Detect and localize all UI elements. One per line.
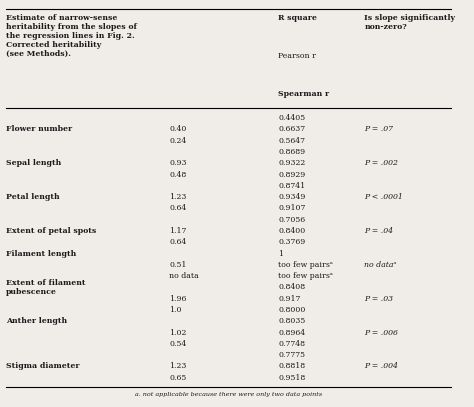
Text: 1.23: 1.23 bbox=[169, 193, 187, 201]
Text: Pearson r: Pearson r bbox=[278, 52, 316, 60]
Text: P = .04: P = .04 bbox=[365, 227, 393, 235]
Text: Is slope significantly
non-zero?: Is slope significantly non-zero? bbox=[365, 13, 456, 31]
Text: 0.7775: 0.7775 bbox=[278, 351, 305, 359]
Text: 1.96: 1.96 bbox=[169, 295, 187, 303]
Text: 0.8035: 0.8035 bbox=[278, 317, 305, 325]
Text: P = .07: P = .07 bbox=[365, 125, 393, 133]
Text: a. not applicable because there were only two data points: a. not applicable because there were onl… bbox=[135, 392, 322, 397]
Text: Petal length: Petal length bbox=[6, 193, 60, 201]
Text: no data: no data bbox=[169, 272, 199, 280]
Text: 0.7748: 0.7748 bbox=[278, 340, 305, 348]
Text: 0.8964: 0.8964 bbox=[278, 328, 305, 337]
Text: 1.0: 1.0 bbox=[169, 306, 182, 314]
Text: 0.8929: 0.8929 bbox=[278, 171, 305, 179]
Text: too few pairsᵃ: too few pairsᵃ bbox=[278, 272, 333, 280]
Text: 0.8408: 0.8408 bbox=[278, 283, 305, 291]
Text: 0.7056: 0.7056 bbox=[278, 216, 305, 224]
Text: Flower number: Flower number bbox=[6, 125, 72, 133]
Text: Anther length: Anther length bbox=[6, 317, 67, 325]
Text: 0.8400: 0.8400 bbox=[278, 227, 305, 235]
Text: 0.64: 0.64 bbox=[169, 239, 186, 246]
Text: 0.8741: 0.8741 bbox=[278, 182, 305, 190]
Text: 0.6637: 0.6637 bbox=[278, 125, 305, 133]
Text: 0.9322: 0.9322 bbox=[278, 159, 305, 167]
Text: 0.8000: 0.8000 bbox=[278, 306, 306, 314]
Text: Extent of petal spots: Extent of petal spots bbox=[6, 227, 96, 235]
Text: Extent of filament
pubescence: Extent of filament pubescence bbox=[6, 279, 85, 296]
Text: 1.17: 1.17 bbox=[169, 227, 187, 235]
Text: P = .03: P = .03 bbox=[365, 295, 393, 303]
Text: 0.9349: 0.9349 bbox=[278, 193, 306, 201]
Text: 0.54: 0.54 bbox=[169, 340, 186, 348]
Text: 0.51: 0.51 bbox=[169, 261, 187, 269]
Text: 0.48: 0.48 bbox=[169, 171, 186, 179]
Text: Spearman r: Spearman r bbox=[278, 90, 329, 98]
Text: 0.4405: 0.4405 bbox=[278, 114, 305, 122]
Text: 0.8818: 0.8818 bbox=[278, 363, 305, 370]
Text: 1.02: 1.02 bbox=[169, 328, 187, 337]
Text: 0.40: 0.40 bbox=[169, 125, 187, 133]
Text: 0.24: 0.24 bbox=[169, 137, 186, 145]
Text: 0.8689: 0.8689 bbox=[278, 148, 305, 156]
Text: 0.64: 0.64 bbox=[169, 204, 186, 212]
Text: R square: R square bbox=[278, 13, 317, 22]
Text: P < .0001: P < .0001 bbox=[365, 193, 403, 201]
Text: 1: 1 bbox=[278, 249, 283, 258]
Text: P = .002: P = .002 bbox=[365, 159, 398, 167]
Text: Stigma diameter: Stigma diameter bbox=[6, 363, 80, 370]
Text: Sepal length: Sepal length bbox=[6, 159, 61, 167]
Text: 0.3769: 0.3769 bbox=[278, 239, 305, 246]
Text: 0.93: 0.93 bbox=[169, 159, 187, 167]
Text: 0.9518: 0.9518 bbox=[278, 374, 305, 382]
Text: Filament length: Filament length bbox=[6, 249, 76, 258]
Text: P = .006: P = .006 bbox=[365, 328, 398, 337]
Text: P = .004: P = .004 bbox=[365, 363, 398, 370]
Text: Estimate of narrow-sense
heritability from the slopes of
the regression lines in: Estimate of narrow-sense heritability fr… bbox=[6, 13, 137, 58]
Text: 1.23: 1.23 bbox=[169, 363, 187, 370]
Text: 0.5647: 0.5647 bbox=[278, 137, 305, 145]
Text: no dataᵃ: no dataᵃ bbox=[365, 261, 397, 269]
Text: 0.9107: 0.9107 bbox=[278, 204, 306, 212]
Text: 0.917: 0.917 bbox=[278, 295, 301, 303]
Text: too few pairsᵃ: too few pairsᵃ bbox=[278, 261, 333, 269]
Text: 0.65: 0.65 bbox=[169, 374, 186, 382]
